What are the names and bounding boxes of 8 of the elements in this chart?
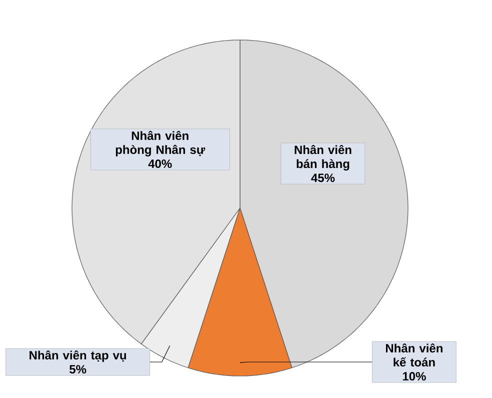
slice-label: Nhân viên kế toán xyxy=(386,343,442,367)
data-label: 45% xyxy=(311,174,335,182)
slice-label: Nhân viên tạp vụ xyxy=(30,350,126,362)
data-label: 10% xyxy=(402,372,426,381)
data-label: 5% xyxy=(70,365,86,374)
slice-label: Nhân viên bán hàng xyxy=(294,145,352,171)
data-label: 40% xyxy=(148,159,172,168)
slice-label: Nhân viên phòng Nhân sự xyxy=(116,130,206,156)
